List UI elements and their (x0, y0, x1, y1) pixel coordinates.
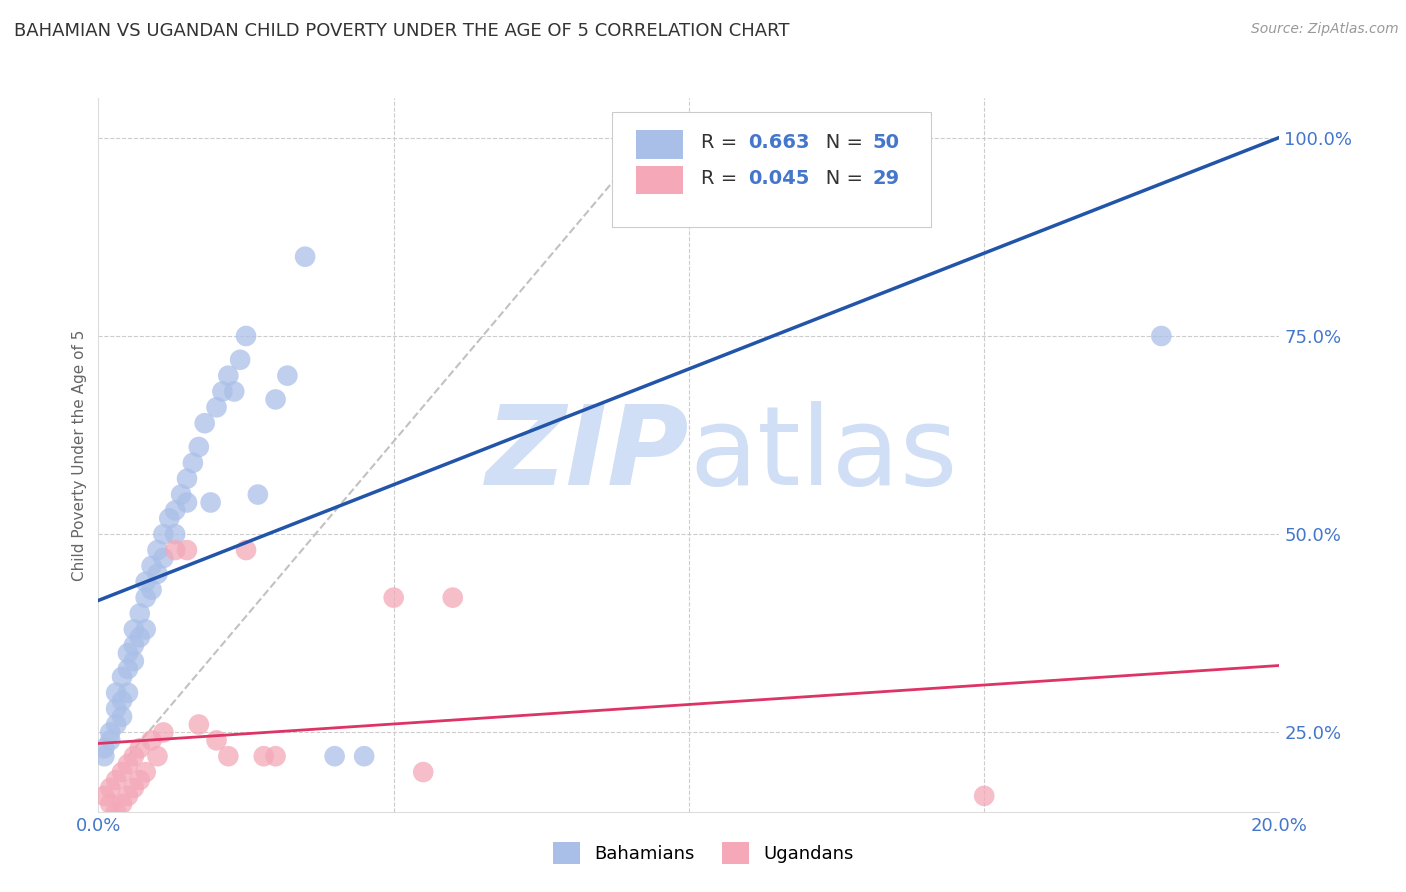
Point (235, 543, 257, 558)
Point (973, 789, 995, 803)
Point (181, 456, 204, 470)
Point (176, 543, 198, 558)
Point (111, 670, 134, 684)
Y-axis label: Child Poverty Under the Age of 5: Child Poverty Under the Age of 5 (72, 329, 87, 581)
Point (187, 440, 209, 454)
Point (122, 654, 145, 668)
Point (117, 789, 139, 803)
Point (165, 543, 187, 558)
Point (111, 709, 134, 723)
Point (135, 591, 157, 605)
Point (122, 780, 145, 795)
Point (146, 566, 169, 581)
Point (441, 591, 464, 605)
Point (128, 630, 150, 644)
Point (165, 527, 187, 541)
Point (276, 368, 298, 383)
Point (253, 749, 276, 764)
Point (152, 527, 174, 541)
Point (165, 503, 187, 517)
Point (135, 574, 157, 589)
Point (122, 623, 145, 637)
Point (122, 749, 145, 764)
Point (141, 558, 163, 573)
Text: 29: 29 (872, 169, 898, 187)
Point (135, 765, 157, 780)
Point (264, 392, 287, 407)
Text: 0.663: 0.663 (748, 133, 810, 152)
Point (217, 368, 239, 383)
Point (217, 749, 239, 764)
Point (264, 749, 287, 764)
Point (105, 701, 128, 715)
Text: Source: ZipAtlas.com: Source: ZipAtlas.com (1251, 22, 1399, 37)
Text: N =: N = (807, 169, 869, 187)
Point (128, 607, 150, 621)
Point (224, 384, 246, 399)
Point (111, 694, 134, 708)
Text: ZIP: ZIP (485, 401, 689, 508)
Point (246, 487, 269, 501)
Point (211, 384, 233, 399)
Point (323, 749, 346, 764)
Point (98, 733, 121, 747)
Point (93, 789, 115, 803)
Legend: Bahamians, Ugandans: Bahamians, Ugandans (538, 828, 868, 879)
Point (152, 551, 174, 566)
Point (141, 733, 163, 747)
Point (105, 772, 128, 787)
Point (412, 765, 434, 780)
Point (146, 749, 169, 764)
Point (382, 591, 405, 605)
Point (176, 472, 198, 486)
Point (98, 797, 121, 811)
Point (141, 582, 163, 597)
FancyBboxPatch shape (636, 166, 683, 194)
Point (111, 797, 134, 811)
Point (93, 749, 115, 764)
Point (146, 543, 169, 558)
Text: atlas: atlas (689, 401, 957, 508)
Text: 50: 50 (872, 133, 898, 152)
Point (117, 686, 139, 700)
Point (170, 487, 193, 501)
Point (105, 686, 128, 700)
Point (157, 511, 180, 525)
Text: N =: N = (807, 133, 869, 152)
Text: R =: R = (700, 169, 744, 187)
Point (176, 495, 198, 509)
Point (117, 757, 139, 772)
Point (117, 662, 139, 676)
Point (187, 717, 209, 731)
Point (205, 733, 228, 747)
Point (98, 780, 121, 795)
Point (205, 401, 228, 415)
Point (152, 725, 174, 739)
Point (128, 741, 150, 756)
Point (105, 805, 128, 819)
Point (194, 416, 217, 430)
FancyBboxPatch shape (612, 112, 931, 227)
Text: R =: R = (700, 133, 744, 152)
Point (128, 772, 150, 787)
Point (93, 741, 115, 756)
Point (111, 765, 134, 780)
FancyBboxPatch shape (636, 130, 683, 159)
Text: 0.045: 0.045 (748, 169, 810, 187)
Point (235, 329, 257, 343)
Point (1150, 329, 1173, 343)
Point (117, 646, 139, 660)
Point (135, 623, 157, 637)
Point (294, 250, 316, 264)
Point (353, 749, 375, 764)
Point (229, 352, 252, 367)
Point (122, 638, 145, 652)
Point (105, 717, 128, 731)
Point (200, 495, 222, 509)
Text: BAHAMIAN VS UGANDAN CHILD POVERTY UNDER THE AGE OF 5 CORRELATION CHART: BAHAMIAN VS UGANDAN CHILD POVERTY UNDER … (14, 22, 790, 40)
Point (98, 725, 121, 739)
